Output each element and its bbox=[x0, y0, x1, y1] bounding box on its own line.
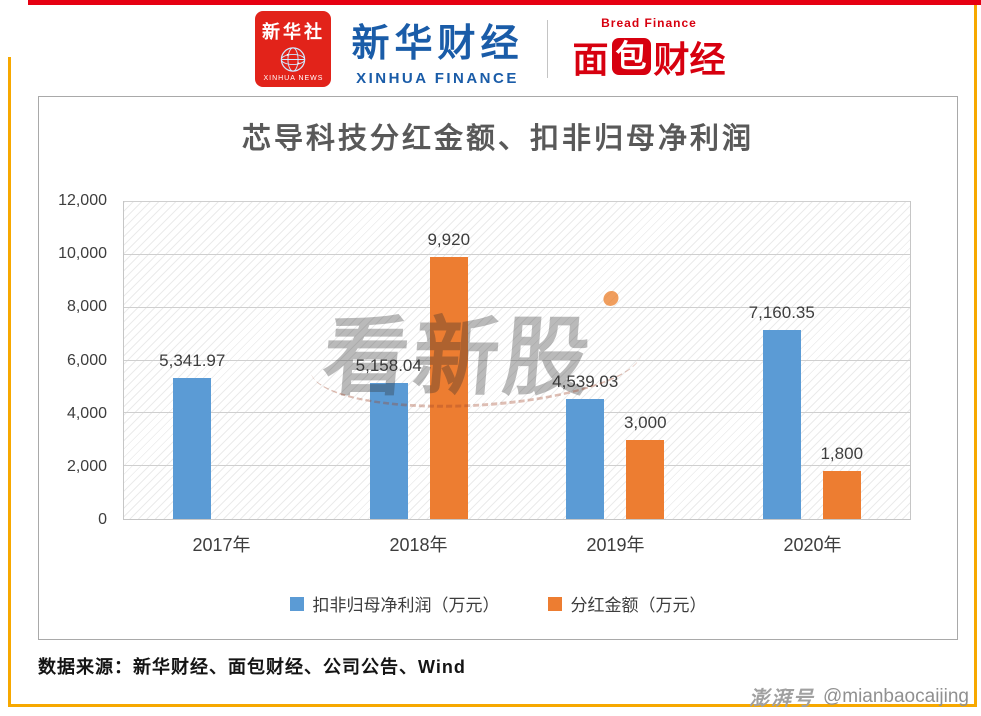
xinhua-finance-brand: 新华财经 XINHUA FINANCE bbox=[351, 12, 523, 87]
bar-value-label: 5,341.97 bbox=[159, 350, 226, 370]
source-note: 数据来源：新华财经、面包财经、公司公告、Wind bbox=[38, 657, 466, 677]
bar: 9,920 bbox=[427, 230, 470, 519]
bar: 7,160.35 bbox=[749, 303, 815, 519]
bar: 4,539.03 bbox=[552, 372, 618, 519]
bread-finance-name-pre: 面 bbox=[572, 39, 609, 80]
plot-area: 看新股 5,341.97 5,158.04 9,920 4,539.03 3,000 7,… bbox=[123, 201, 911, 520]
bar-group: 5,341.97 bbox=[124, 202, 321, 519]
frame-left-border bbox=[8, 57, 11, 707]
gridline bbox=[124, 412, 910, 414]
bar-group: 4,539.03 3,000 bbox=[517, 202, 714, 519]
y-tick-label: 6,000 bbox=[66, 351, 107, 369]
legend-label: 扣非归母净利润（万元） bbox=[312, 596, 500, 615]
bar-value-label: 4,539.03 bbox=[552, 372, 619, 392]
bread-finance-name-boxed: 包 bbox=[611, 37, 651, 76]
x-category-label: 2020年 bbox=[783, 535, 842, 555]
bar: 5,158.04 bbox=[356, 356, 422, 519]
bars-layer: 5,341.97 5,158.04 9,920 4,539.03 3,000 7,160.… bbox=[124, 202, 910, 519]
bar-value-label: 1,800 bbox=[820, 444, 864, 464]
legend: 扣非归母净利润（万元） 分红金额（万元） bbox=[39, 591, 957, 616]
xinhua-finance-subtitle: XINHUA FINANCE bbox=[356, 69, 519, 87]
frame-bottom-border bbox=[8, 704, 977, 707]
y-axis: 0 2,000 4,000 6,000 8,000 10,000 12,000 bbox=[39, 192, 115, 528]
footer-watermark: 澎湃号 @mianbaocaijing bbox=[749, 682, 969, 711]
xinhua-news-logo-subtext: XINHUA NEWS bbox=[263, 75, 324, 82]
y-tick-label: 8,000 bbox=[66, 298, 107, 316]
bread-finance-name: 面 包 财经 bbox=[572, 31, 726, 83]
top-red-line bbox=[28, 0, 981, 5]
bar-group: 7,160.35 1,800 bbox=[714, 202, 911, 519]
y-tick-label: 0 bbox=[98, 511, 107, 528]
legend-label: 分红金额（万元） bbox=[570, 596, 707, 615]
xinhua-news-logo: 新华社 XINHUA NEWS bbox=[255, 11, 332, 87]
footer-handle-text: @mianbaocaijing bbox=[822, 685, 969, 707]
chart-panel: 芯导科技分红金额、扣非归母净利润 0 2,000 4,000 6,000 8,000 10… bbox=[38, 96, 958, 640]
xinhua-news-logo-text: 新华社 bbox=[261, 22, 325, 42]
legend-item: 分红金额（万元） bbox=[547, 591, 707, 616]
bread-finance-logo: Bread Finance 面 包 财经 bbox=[572, 16, 725, 83]
bar-value-label: 3,000 bbox=[623, 412, 667, 432]
bar: 5,341.97 bbox=[159, 351, 225, 519]
y-tick-label: 4,000 bbox=[66, 404, 107, 422]
gridline bbox=[124, 359, 910, 361]
legend-swatch bbox=[547, 596, 562, 611]
x-category-label: 2017年 bbox=[192, 535, 251, 555]
x-category-label: 2018年 bbox=[389, 535, 448, 555]
gridline bbox=[124, 306, 910, 308]
chart-title: 芯导科技分红金额、扣非归母净利润 bbox=[241, 123, 754, 155]
bar-value-label: 7,160.35 bbox=[748, 302, 815, 322]
y-tick-label: 2,000 bbox=[66, 457, 107, 475]
gridline bbox=[124, 201, 910, 202]
pengpai-platform-label: 澎湃号 bbox=[748, 688, 815, 710]
legend-item: 扣非归母净利润（万元） bbox=[289, 591, 500, 616]
legend-swatch bbox=[289, 596, 304, 611]
bread-finance-subtitle: Bread Finance bbox=[601, 15, 697, 30]
xinhua-finance-name: 新华财经 bbox=[351, 22, 524, 65]
y-tick-label: 12,000 bbox=[58, 192, 107, 209]
x-axis-labels: 2017年 2018年 2019年 2020年 bbox=[123, 531, 911, 557]
bar: 1,800 bbox=[820, 444, 863, 519]
header-divider bbox=[547, 20, 549, 78]
x-category-label: 2019年 bbox=[586, 535, 645, 555]
gridline bbox=[124, 253, 910, 255]
y-tick-label: 10,000 bbox=[58, 245, 107, 263]
frame-right-border bbox=[974, 5, 977, 707]
gridline bbox=[124, 465, 910, 467]
bread-finance-name-post: 财经 bbox=[653, 39, 726, 80]
bar-value-label: 9,920 bbox=[427, 229, 471, 249]
bar-value-label: 5,158.04 bbox=[355, 355, 422, 375]
bar: 3,000 bbox=[624, 413, 667, 519]
globe-icon bbox=[281, 47, 306, 72]
header: 新华社 XINHUA NEWS 新华财经 XINHUA FINANCE Brea… bbox=[0, 10, 981, 88]
bar-group: 5,158.04 9,920 bbox=[321, 202, 518, 519]
